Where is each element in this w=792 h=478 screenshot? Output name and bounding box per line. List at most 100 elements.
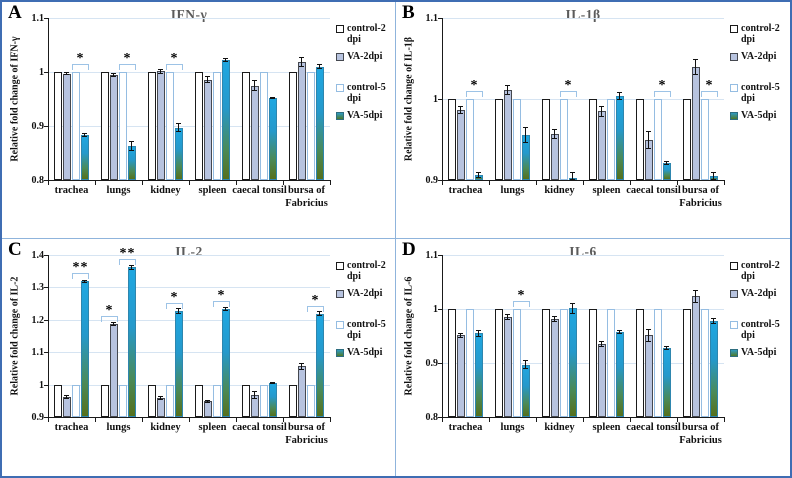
group-bursa-of-Fabricius: * bbox=[283, 255, 330, 417]
bar-va5 bbox=[663, 347, 671, 417]
bar-cluster bbox=[242, 255, 277, 417]
bar-control2 bbox=[448, 309, 456, 417]
bar-slot bbox=[175, 255, 183, 417]
legend-label: control-5 dpi bbox=[347, 319, 386, 341]
bar-control5 bbox=[166, 384, 174, 417]
bar-slot bbox=[560, 255, 568, 417]
error-bar bbox=[693, 289, 698, 303]
bar-va5 bbox=[269, 382, 277, 417]
y-tick-label: 0.9 bbox=[425, 175, 439, 186]
bar-control2 bbox=[542, 309, 550, 417]
bar-slot bbox=[598, 255, 606, 417]
error-bar bbox=[599, 340, 604, 348]
bar-control5 bbox=[701, 99, 709, 180]
bar-cluster bbox=[289, 18, 324, 180]
bar-control5 bbox=[654, 309, 662, 417]
bar-slot bbox=[522, 255, 530, 417]
bar-va5 bbox=[128, 145, 136, 180]
bar-slot bbox=[119, 255, 127, 417]
bar-control2 bbox=[448, 99, 456, 180]
bar-va5 bbox=[616, 95, 624, 180]
error-bar bbox=[458, 333, 463, 338]
bar-va2 bbox=[598, 111, 606, 180]
legend-item-control5: control-5 dpi bbox=[730, 319, 788, 341]
bar-cluster: * bbox=[289, 255, 324, 417]
error-bar bbox=[129, 141, 134, 151]
y-axis-line bbox=[48, 18, 49, 181]
legend-label: VA-5dpi bbox=[741, 110, 777, 121]
y-tick-mark bbox=[438, 363, 442, 364]
bar-slot bbox=[569, 255, 577, 417]
bar-control2 bbox=[542, 99, 550, 180]
legend-label: control-5 dpi bbox=[347, 82, 386, 104]
y-tick-label: 1.1 bbox=[425, 13, 439, 24]
error-bar bbox=[158, 69, 163, 74]
significance-label: * bbox=[170, 51, 179, 66]
bar-slot bbox=[213, 18, 221, 180]
legend-label: control-2 dpi bbox=[741, 260, 780, 282]
y-axis-line bbox=[442, 255, 443, 418]
error-bar bbox=[552, 128, 557, 139]
x-tick-mark bbox=[283, 181, 284, 185]
significance-label: ** bbox=[119, 246, 136, 262]
bar-slot bbox=[316, 18, 324, 180]
bar-control2 bbox=[683, 99, 691, 180]
bar-va2 bbox=[251, 394, 259, 417]
bar-slot bbox=[157, 255, 165, 417]
bar-slot bbox=[63, 18, 71, 180]
bar-cluster: * bbox=[636, 18, 671, 180]
bar-slot bbox=[607, 18, 615, 180]
panel-C: C IL-2 Relative fold change of IL-2 0.9 1 1.1… bbox=[2, 239, 396, 476]
x-category-label: trachea bbox=[54, 422, 89, 433]
bar-slot bbox=[636, 255, 644, 417]
x-category-label: bursa of Fabricius bbox=[285, 185, 328, 209]
bar-slot bbox=[260, 18, 268, 180]
error-bar bbox=[711, 171, 716, 181]
bar-va2 bbox=[298, 62, 306, 180]
bar-cluster bbox=[589, 255, 624, 417]
gridline bbox=[48, 72, 330, 73]
bar-slot bbox=[683, 18, 691, 180]
x-tick-mark bbox=[583, 418, 584, 422]
bar-slot bbox=[260, 255, 268, 417]
legend-label: VA-5dpi bbox=[347, 110, 383, 121]
bar-control2 bbox=[636, 309, 644, 417]
va2-swatch bbox=[336, 53, 344, 61]
bar-control2 bbox=[101, 72, 109, 180]
x-tick-mark bbox=[724, 181, 725, 185]
bar-slot bbox=[242, 18, 250, 180]
error-bar bbox=[176, 123, 181, 132]
legend-label: control-5 dpi bbox=[741, 319, 780, 341]
error-bar bbox=[270, 382, 275, 385]
bar-control5 bbox=[560, 309, 568, 417]
bar-cluster bbox=[495, 18, 530, 180]
bar-slot bbox=[128, 18, 136, 180]
error-bar bbox=[82, 279, 87, 284]
bar-slot bbox=[645, 255, 653, 417]
x-category-label: spleen bbox=[198, 185, 227, 196]
significance-bracket bbox=[166, 302, 183, 309]
x-category-label: bursa of Fabricius bbox=[679, 185, 722, 209]
bar-slot bbox=[710, 18, 718, 181]
bar-cluster bbox=[195, 18, 230, 180]
x-tick-mark bbox=[630, 181, 631, 185]
error-bar bbox=[693, 58, 698, 75]
y-tick-label: 1.1 bbox=[31, 347, 45, 359]
significance-bracket bbox=[119, 259, 136, 266]
bar-cluster: * bbox=[195, 255, 230, 417]
x-category-label: lungs bbox=[500, 422, 525, 433]
bar-cluster: * ** bbox=[101, 247, 136, 417]
bar-slot bbox=[54, 255, 62, 417]
y-axis-title: Relative fold change of IFN-γ bbox=[9, 36, 21, 162]
legend-item-va2: VA-2dpi bbox=[730, 51, 788, 62]
significance-label: * bbox=[470, 78, 479, 93]
y-tick-label: 1.2 bbox=[31, 314, 45, 326]
group-trachea: ** bbox=[48, 255, 95, 417]
legend-item-control2: control-2 dpi bbox=[730, 23, 788, 45]
bar-slot bbox=[81, 255, 89, 417]
x-axis-line bbox=[48, 180, 331, 181]
significance-label: * bbox=[123, 51, 132, 66]
legend-label: control-2 dpi bbox=[347, 260, 386, 282]
bar-slot bbox=[307, 255, 315, 417]
bar-control5 bbox=[607, 309, 615, 417]
